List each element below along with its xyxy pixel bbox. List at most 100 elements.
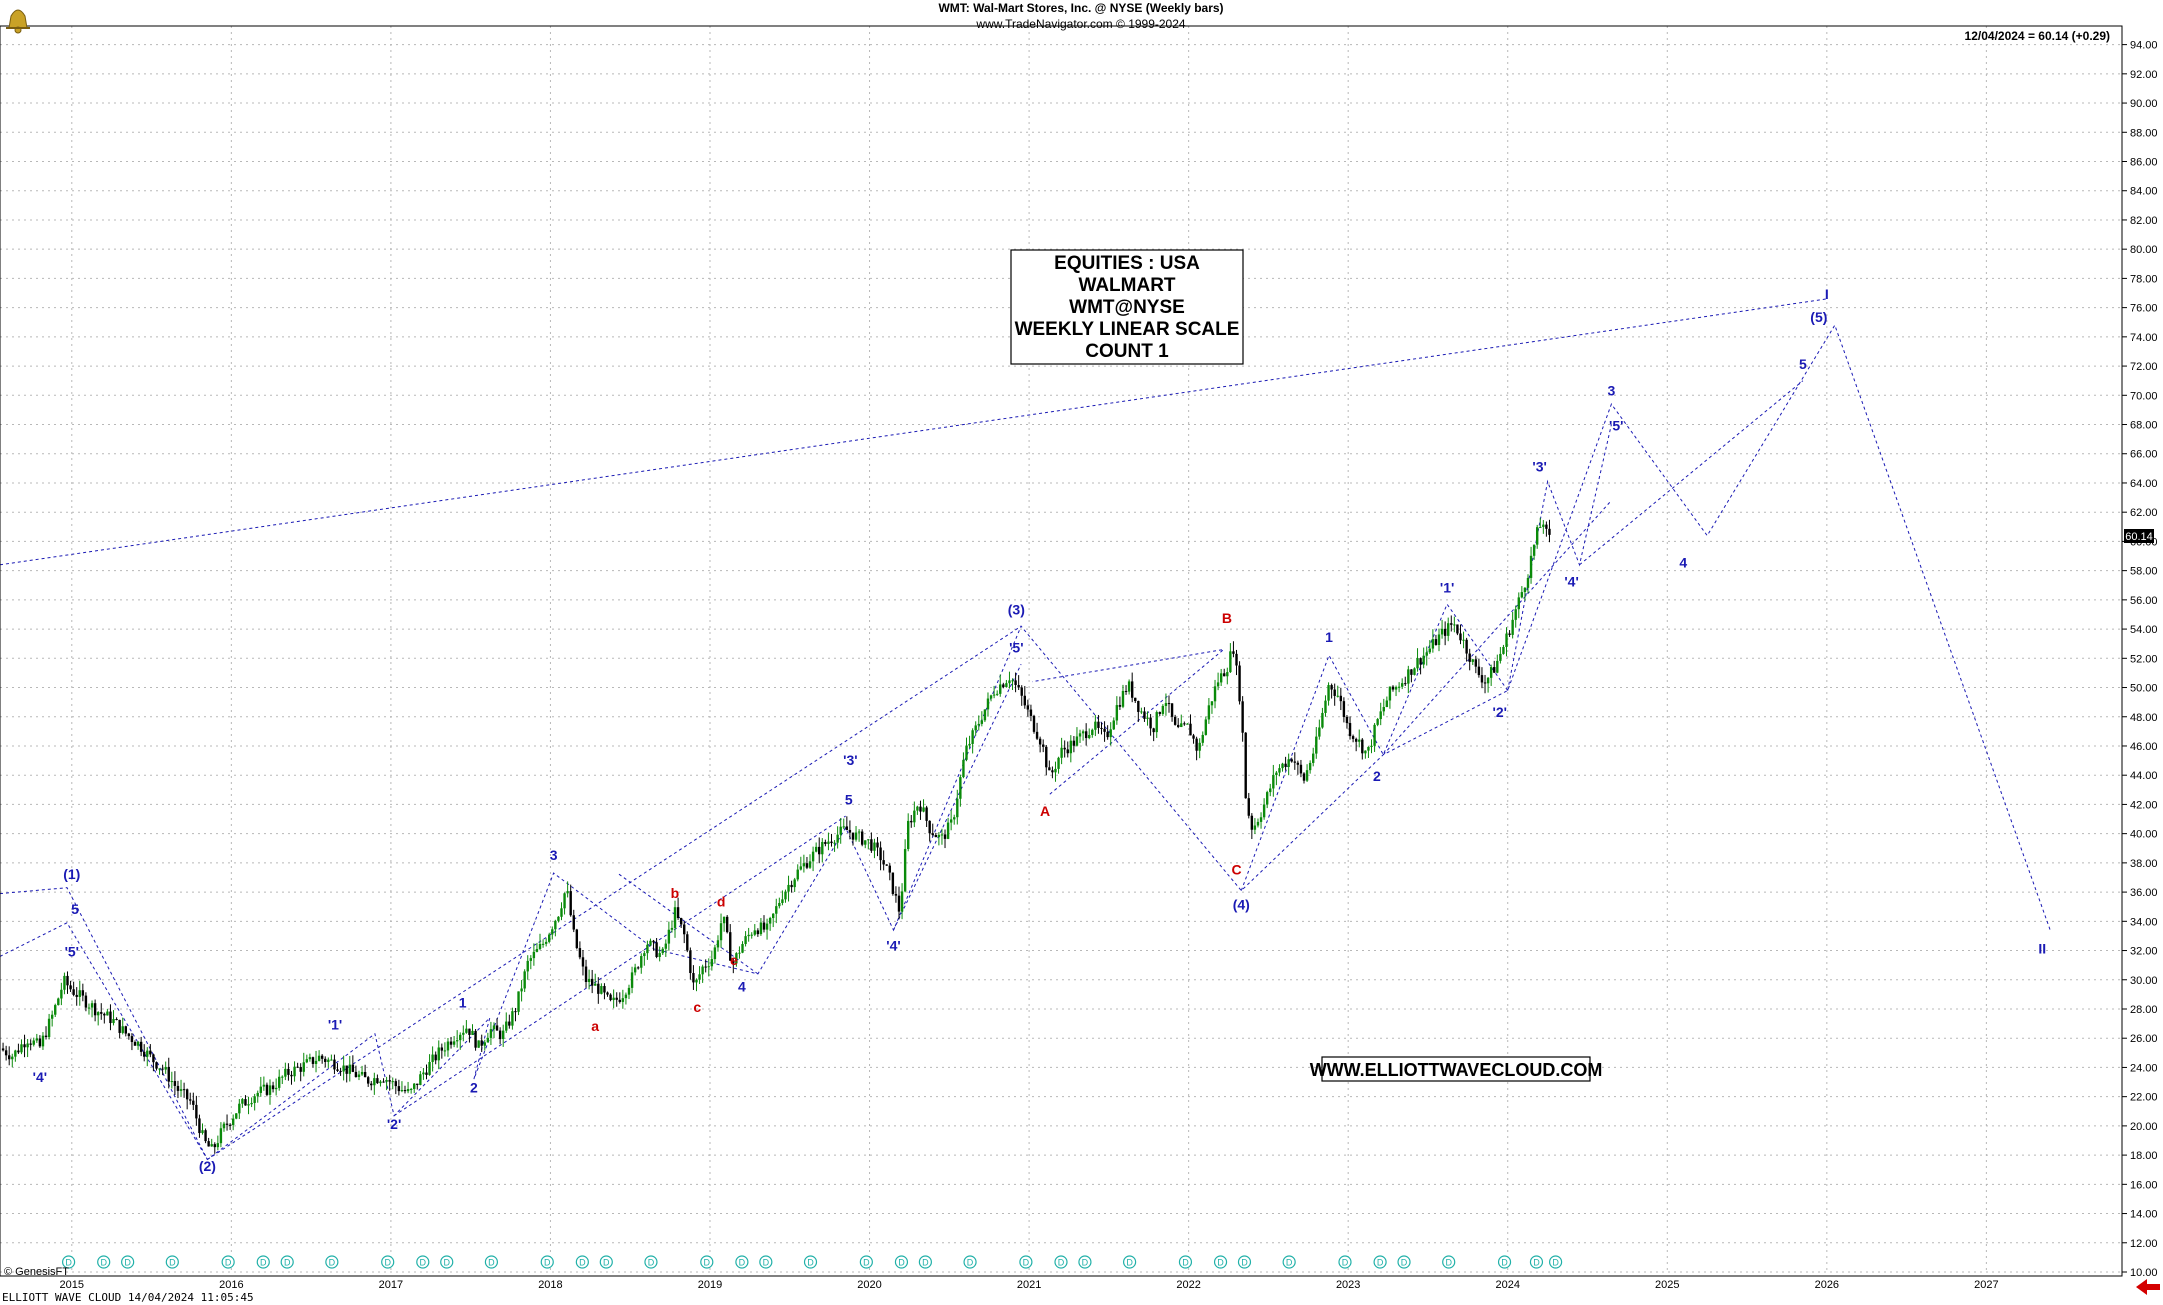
y-tick-label: 86.00 xyxy=(2130,157,2158,169)
price-bar-body xyxy=(66,975,69,986)
dividend-marker-icon xyxy=(700,1255,714,1269)
wave-line-7 xyxy=(1507,424,1612,691)
price-bar-body xyxy=(1020,687,1023,696)
price-bar-body xyxy=(679,918,683,925)
price-bar-body xyxy=(1318,727,1321,737)
y-tick-label: 58.00 xyxy=(2130,566,2158,578)
price-bar-body xyxy=(1287,759,1290,767)
price-bar-body xyxy=(302,1062,305,1072)
price-bar-body xyxy=(225,1123,229,1125)
price-bar-body xyxy=(167,1066,170,1082)
price-bar-body xyxy=(259,1086,263,1093)
dividend-marker-letter: D xyxy=(544,1258,551,1268)
price-bar-body xyxy=(314,1060,318,1064)
y-tick-label: 24.00 xyxy=(2130,1062,2158,1074)
dividend-marker-icon xyxy=(599,1255,613,1269)
wave-label: 1 xyxy=(459,995,467,1011)
price-bar-body xyxy=(54,1005,57,1015)
dividend-marker-icon xyxy=(759,1255,773,1269)
price-bar-body xyxy=(1207,705,1211,720)
price-bar-body xyxy=(351,1064,355,1072)
wave-label: 5 xyxy=(71,901,79,917)
y-tick-label: 46.00 xyxy=(2130,741,2158,753)
y-tick-label: 88.00 xyxy=(2130,127,2158,139)
x-tick-label: 2019 xyxy=(698,1279,722,1291)
x-tick-label: 2015 xyxy=(60,1279,84,1291)
dividend-marker-icon xyxy=(97,1255,111,1269)
dividend-marker-letter: D xyxy=(898,1258,905,1268)
price-bar-body xyxy=(1296,762,1300,765)
y-tick-label: 32.00 xyxy=(2130,946,2158,958)
price-bar-body xyxy=(231,1118,235,1125)
dividend-marker-letter: D xyxy=(488,1258,495,1268)
y-tick-label: 16.00 xyxy=(2130,1179,2158,1191)
price-bar-body xyxy=(548,934,551,942)
dividend-marker-letter: D xyxy=(329,1258,336,1268)
price-bar-body xyxy=(695,979,698,983)
wave-label: I xyxy=(1825,286,1829,302)
x-tick-label: 2022 xyxy=(1176,1279,1200,1291)
price-bar-body xyxy=(1014,680,1017,686)
y-tick-label: 14.00 xyxy=(2130,1209,2158,1221)
dividend-marker-letter: D xyxy=(1082,1258,1089,1268)
dividend-marker-icon xyxy=(1497,1255,1512,1269)
price-bar-body xyxy=(894,893,898,896)
price-bar-body xyxy=(462,1032,465,1035)
price-bar-body xyxy=(940,834,944,836)
y-tick-label: 76.00 xyxy=(2130,303,2158,315)
price-bar-body xyxy=(716,940,720,948)
price-bar-body xyxy=(953,817,956,820)
dividend-marker-letter: D xyxy=(1445,1258,1452,1268)
price-bar-body xyxy=(1247,798,1250,816)
price-bar-body xyxy=(867,839,870,841)
price-bar-body xyxy=(664,943,668,949)
price-bar-body xyxy=(799,866,803,870)
price-bar-body xyxy=(1272,775,1275,789)
price-bar-body xyxy=(465,1028,468,1033)
price-bar-body xyxy=(207,1141,210,1147)
price-bar-body xyxy=(391,1081,394,1083)
axes: 10.00 12.00 14.00 16.00 18.00 20.00 22.00 24.00… xyxy=(0,25,2158,1291)
price-bar-body xyxy=(618,999,621,1002)
dividend-marker-icon xyxy=(325,1255,339,1269)
price-bar-body xyxy=(910,820,913,823)
dividend-marker-letter: D xyxy=(1401,1258,1408,1268)
price-bar-body xyxy=(1520,592,1524,598)
x-tick-label: 2024 xyxy=(1495,1279,1519,1291)
price-bar-body xyxy=(983,709,987,721)
dividend-marker-letter: D xyxy=(1533,1258,1540,1268)
price-bar-body xyxy=(1201,734,1204,743)
price-bar-body xyxy=(1281,763,1284,769)
price-bar-body xyxy=(603,986,606,993)
dividend-marker-letter: D xyxy=(284,1258,291,1268)
price-bar-body xyxy=(455,1040,459,1042)
price-bar-body xyxy=(1042,744,1045,747)
y-tick-label: 80.00 xyxy=(2130,244,2158,256)
wave-labels: (1)5'5''4'(2)'1''2'123abcde4'3'5'4'(3)'5… xyxy=(33,286,2046,1174)
price-bar-body xyxy=(532,951,536,959)
price-bar-body xyxy=(1106,731,1109,738)
price-bar-body xyxy=(127,1033,131,1037)
price-bar-body xyxy=(60,989,63,999)
price-bar-body xyxy=(1216,682,1220,687)
scroll-left-arrow-icon[interactable] xyxy=(2136,1279,2160,1295)
price-bar-body xyxy=(284,1068,287,1077)
price-bar-body xyxy=(146,1050,149,1057)
price-bar-body xyxy=(1100,727,1103,729)
wave-label: d xyxy=(717,894,726,910)
price-bar-body xyxy=(1532,544,1536,556)
price-bar-body xyxy=(437,1047,440,1061)
price-bar-body xyxy=(1112,720,1115,730)
y-tick-label: 94.00 xyxy=(2130,40,2158,52)
price-bar-body xyxy=(1422,655,1425,665)
price-bar-body xyxy=(594,983,597,986)
dividend-marker-icon xyxy=(1397,1255,1411,1269)
price-bar-body xyxy=(241,1099,244,1104)
y-tick-label: 38.00 xyxy=(2130,858,2158,870)
price-bar-body xyxy=(1447,623,1450,636)
price-bar-body xyxy=(1094,721,1097,730)
price-bar-body xyxy=(281,1076,284,1078)
price-bar-body xyxy=(413,1083,416,1089)
price-bar-body xyxy=(425,1072,428,1075)
